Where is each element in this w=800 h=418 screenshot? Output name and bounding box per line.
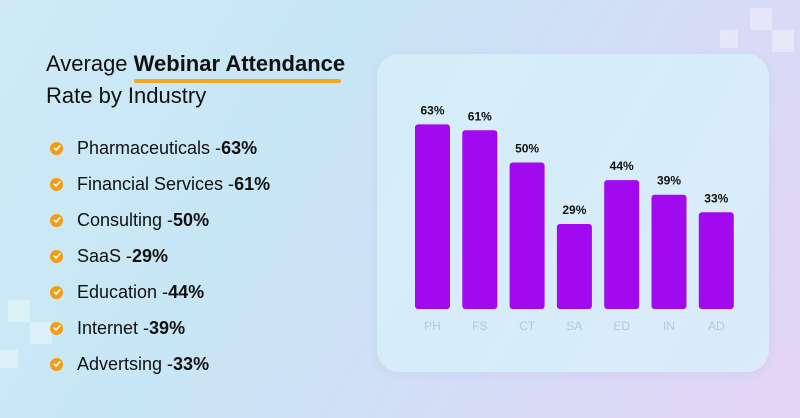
title-highlight: Webinar Attendance bbox=[133, 48, 345, 83]
list-item: Consulting - 50% bbox=[50, 202, 270, 238]
list-item-label: Financial Services - bbox=[77, 173, 235, 194]
check-icon bbox=[50, 141, 63, 155]
title-prefix: Average bbox=[46, 51, 134, 76]
x-tick-label-ad: AD bbox=[708, 319, 725, 333]
bar-in bbox=[651, 194, 687, 309]
decorative-square bbox=[772, 30, 794, 52]
list-item-value: 50% bbox=[173, 209, 210, 230]
data-label-ed: 44% bbox=[610, 159, 634, 173]
decorative-square bbox=[0, 350, 18, 368]
decorative-square bbox=[30, 322, 52, 344]
data-label-sa: 29% bbox=[562, 203, 586, 217]
list-item: SaaS - 29% bbox=[50, 238, 270, 274]
decorative-square bbox=[750, 8, 772, 30]
list-item-value: 44% bbox=[168, 281, 205, 302]
bar-ed bbox=[604, 180, 640, 309]
data-label-ct: 50% bbox=[515, 142, 539, 156]
title-line-1: Average Webinar Attendance bbox=[46, 48, 345, 83]
list-item: Pharmaceuticals - 63% bbox=[50, 130, 270, 166]
list-item-label: Advertsing - bbox=[77, 353, 174, 374]
bar-sa bbox=[556, 224, 592, 309]
x-tick-label-sa: SA bbox=[566, 319, 582, 333]
data-label-fs: 61% bbox=[468, 109, 492, 123]
x-tick-label-fs: FS bbox=[472, 319, 487, 333]
x-tick-label-ed: ED bbox=[613, 319, 630, 333]
check-icon bbox=[50, 321, 63, 335]
x-tick-label-ct: CT bbox=[519, 319, 536, 333]
list-item: Internet - 39% bbox=[50, 310, 270, 346]
list-item: Advertsing - 33% bbox=[50, 346, 270, 382]
list-item-value: 63% bbox=[221, 137, 258, 158]
list-item-value: 29% bbox=[132, 245, 169, 266]
check-icon bbox=[50, 177, 63, 191]
data-label-in: 39% bbox=[657, 174, 681, 188]
chart-title: Average Webinar Attendance Rate by Indus… bbox=[46, 48, 345, 112]
title-line-2: Rate by Industry bbox=[46, 83, 207, 108]
industry-list: Pharmaceuticals - 63% Financial Services… bbox=[50, 130, 270, 382]
list-item: Education - 44% bbox=[50, 274, 270, 310]
list-item-value: 33% bbox=[173, 353, 210, 374]
list-item: Financial Services - 61% bbox=[50, 166, 270, 202]
list-item-label: Consulting - bbox=[77, 209, 174, 230]
x-tick-label-in: IN bbox=[663, 319, 675, 333]
bar-ad bbox=[698, 212, 734, 309]
list-item-label: Education - bbox=[77, 281, 169, 302]
bar-ph bbox=[415, 124, 450, 309]
list-item-label: Pharmaceuticals - bbox=[77, 137, 222, 158]
check-icon bbox=[50, 285, 63, 299]
chart-panel: 63% PH 61% FS 50% CT 29% SA 44% ED 39% IN 33% AD bbox=[377, 54, 769, 372]
bar-fs bbox=[462, 130, 498, 309]
x-tick-label-ph: PH bbox=[424, 319, 441, 333]
check-icon bbox=[50, 213, 63, 227]
list-item-label: SaaS - bbox=[77, 245, 133, 266]
data-label-ad: 33% bbox=[704, 191, 728, 205]
bar-chart: 63% PH 61% FS 50% CT 29% SA 44% ED 39% IN 33% AD bbox=[415, 103, 734, 333]
decorative-square bbox=[8, 300, 30, 322]
decorative-square bbox=[720, 30, 738, 48]
list-item-value: 39% bbox=[149, 317, 186, 338]
bar-ct bbox=[509, 162, 545, 309]
list-item-value: 61% bbox=[234, 173, 271, 194]
data-label-ph: 63% bbox=[420, 103, 444, 117]
check-icon bbox=[50, 249, 63, 263]
check-icon bbox=[50, 357, 63, 371]
list-item-label: Internet - bbox=[77, 317, 150, 338]
